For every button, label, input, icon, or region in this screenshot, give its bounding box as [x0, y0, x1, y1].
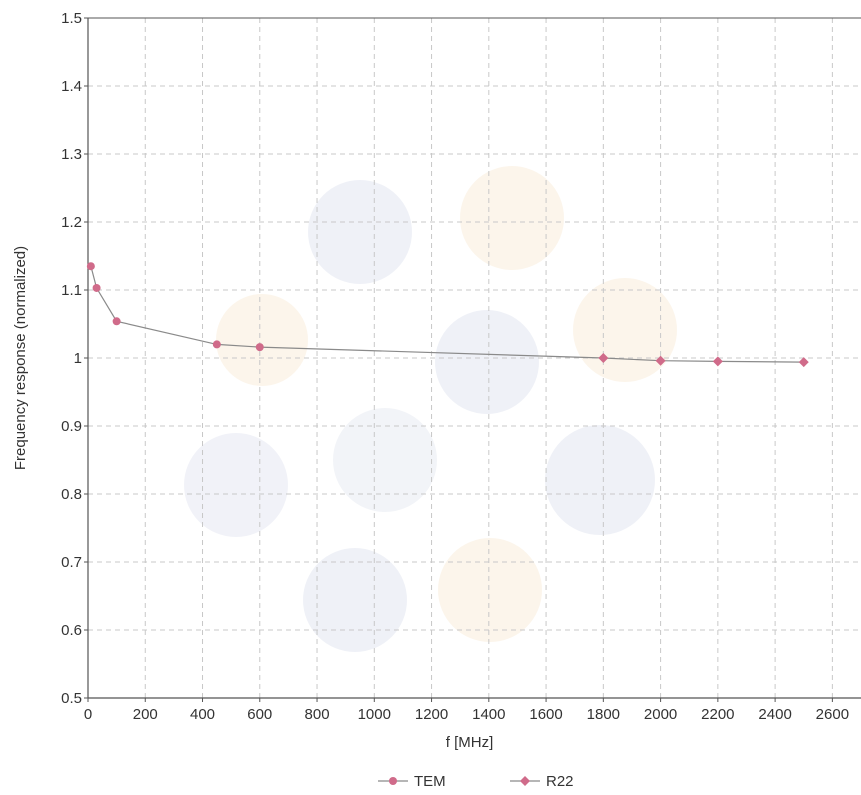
legend-marker-r22: [510, 776, 540, 786]
point-r22: [798, 357, 809, 368]
watermark-blob-8: [303, 548, 407, 652]
watermark-blob-9: [438, 538, 542, 642]
chart: 0 200 400 600 800 1000 1200 1400 1600 1800 2000 220…: [12, 10, 861, 751]
y-tick-label: 1.5: [61, 10, 82, 27]
point-r22: [598, 353, 609, 363]
watermark-blob-5: [545, 425, 655, 535]
x-tick-label: 2000: [644, 706, 677, 723]
x-tick-label: 1000: [358, 706, 391, 723]
y-tick-label: 1.3: [61, 146, 82, 163]
y-tick-label: 0.7: [61, 554, 82, 571]
watermark-blob-2: [573, 278, 677, 382]
x-tick-label: 2400: [758, 706, 791, 723]
x-tick-label: 2200: [701, 706, 734, 723]
legend-item-r22: R22: [510, 770, 574, 792]
y-axis-label: Frequency response (normalized): [12, 246, 29, 470]
x-tick-label: 800: [305, 706, 330, 723]
tick-labels: 0 200 400 600 800 1000 1200 1400 1600 1800 2000 220…: [61, 10, 849, 723]
legend-item-tem: TEM: [378, 770, 446, 792]
x-tick-label: 2600: [816, 706, 849, 723]
point-tem: [92, 283, 101, 292]
legend-label-tem: TEM: [414, 772, 446, 790]
watermark-blob-3: [216, 294, 308, 386]
point-r22: [655, 355, 666, 366]
watermark-blob-1: [460, 166, 564, 270]
point-tem: [112, 317, 121, 326]
x-tick-label: 400: [190, 706, 215, 723]
x-tick-label: 600: [247, 706, 272, 723]
x-tick-label: 0: [84, 706, 92, 723]
watermark-blob-6: [333, 408, 437, 512]
y-tick-label: 0.9: [61, 418, 82, 435]
legend-marker-tem: [378, 777, 408, 785]
y-tick-label: 1: [74, 350, 82, 367]
legend-label-r22: R22: [546, 772, 574, 790]
y-tick-label: 1.1: [61, 282, 82, 299]
y-tick-label: 0.8: [61, 486, 82, 503]
point-r22: [712, 356, 723, 367]
x-axis-label: f [MHz]: [446, 734, 494, 751]
point-tem: [255, 343, 264, 352]
x-tick-label: 1400: [472, 706, 505, 723]
watermark-blob-4: [435, 310, 539, 414]
x-tick-label: 200: [133, 706, 158, 723]
watermark-logo: [184, 166, 677, 652]
legend: TEM R22: [0, 770, 861, 792]
x-tick-label: 1600: [529, 706, 562, 723]
watermark-blob-0: [308, 180, 412, 284]
series: [86, 262, 809, 368]
y-tick-label: 1.2: [61, 214, 82, 231]
x-tick-label: 1800: [587, 706, 620, 723]
watermark-blob-7: [184, 433, 288, 537]
point-tem: [86, 262, 95, 271]
point-tem: [212, 340, 221, 349]
y-tick-label: 1.4: [61, 78, 82, 95]
y-tick-label: 0.6: [61, 622, 82, 639]
x-tick-label: 1200: [415, 706, 448, 723]
y-tick-label: 0.5: [61, 690, 82, 707]
